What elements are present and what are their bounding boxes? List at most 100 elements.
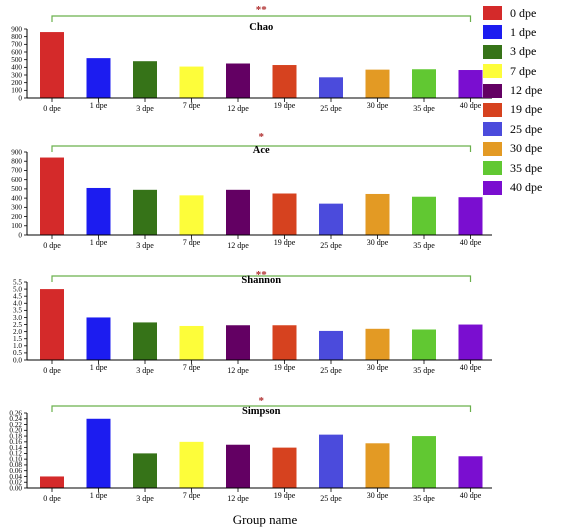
x-tick-label: 40 dpe bbox=[460, 101, 482, 110]
x-tick-label: 35 dpe bbox=[413, 104, 435, 113]
x-tick-label: 1 dpe bbox=[90, 491, 108, 500]
panel-shannon: **Shannon0.00.51.01.52.02.53.03.54.04.55… bbox=[13, 269, 492, 375]
x-tick-label: 40 dpe bbox=[460, 238, 482, 247]
x-tick-label: 40 dpe bbox=[460, 363, 482, 372]
y-tick-label: 500 bbox=[11, 56, 22, 64]
legend: 0 dpe 1 dpe 3 dpe 7 dpe 12 dpe 19 dpe 25… bbox=[483, 4, 542, 198]
x-tick-label: 30 dpe bbox=[367, 491, 389, 500]
legend-label: 12 dpe bbox=[510, 83, 543, 98]
significance-marker: * bbox=[259, 131, 265, 143]
bar-7-dpe bbox=[179, 441, 204, 488]
significance-bracket bbox=[51, 275, 472, 282]
x-tick-label: 3 dpe bbox=[136, 241, 154, 250]
bar-0-dpe bbox=[40, 157, 64, 235]
x-tick-label: 35 dpe bbox=[413, 241, 435, 250]
y-tick-label: 200 bbox=[11, 213, 22, 221]
significance-bracket bbox=[51, 15, 472, 22]
y-tick-label: 5.5 bbox=[13, 278, 22, 286]
bar-19-dpe bbox=[272, 65, 297, 98]
panel-simpson: *Simpson 0.000.020.040.060.080.100.120.14… bbox=[9, 395, 492, 503]
legend-item-30dpe: 30 dpe bbox=[483, 140, 542, 158]
x-tick-label: 12 dpe bbox=[227, 241, 249, 250]
y-tick-label: 900 bbox=[11, 25, 22, 33]
bar-40-dpe bbox=[458, 324, 483, 360]
significance-bracket bbox=[51, 405, 472, 412]
y-tick-label: 0.24 bbox=[9, 415, 22, 423]
bar-25-dpe bbox=[319, 434, 343, 488]
bar-1-dpe bbox=[86, 418, 111, 488]
y-tick-label: 500 bbox=[11, 185, 22, 193]
significance-bracket bbox=[51, 145, 472, 152]
x-tick-label: 30 dpe bbox=[367, 363, 389, 372]
y-tick-label: 0.26 bbox=[9, 409, 22, 417]
bar-35-dpe bbox=[412, 69, 436, 98]
y-tick-label: 2.0 bbox=[13, 328, 22, 336]
legend-item-7dpe: 7 dpe bbox=[483, 62, 542, 80]
y-tick-label: 700 bbox=[11, 41, 22, 49]
x-tick-label: 19 dpe bbox=[274, 491, 296, 500]
y-tick-label: 600 bbox=[11, 48, 22, 56]
bar-7-dpe bbox=[179, 325, 204, 360]
x-tick-label: 25 dpe bbox=[320, 494, 342, 503]
y-tick-label: 600 bbox=[11, 176, 22, 184]
legend-swatch bbox=[483, 64, 502, 79]
legend-item-40dpe: 40 dpe bbox=[483, 179, 542, 197]
y-tick-label: 3.5 bbox=[13, 307, 22, 315]
bar-35-dpe bbox=[412, 436, 436, 488]
bar-25-dpe bbox=[319, 330, 343, 360]
y-tick-label: 3.0 bbox=[13, 314, 22, 322]
legend-swatch bbox=[483, 141, 502, 156]
legend-swatch bbox=[483, 102, 502, 117]
x-tick-label: 0 dpe bbox=[43, 241, 61, 250]
bar-1-dpe bbox=[86, 187, 111, 235]
legend-item-3dpe: 3 dpe bbox=[483, 43, 542, 61]
y-tick-label: 0.06 bbox=[9, 467, 22, 475]
legend-swatch bbox=[483, 25, 502, 40]
x-tick-label: 0 dpe bbox=[43, 366, 61, 375]
bar-0-dpe bbox=[40, 289, 64, 360]
bar-7-dpe bbox=[179, 195, 204, 235]
bar-35-dpe bbox=[412, 329, 436, 360]
x-tick-label: 19 dpe bbox=[274, 101, 296, 110]
y-tick-label: 0.22 bbox=[9, 421, 22, 429]
bar-0-dpe bbox=[40, 476, 64, 488]
x-tick-label: 30 dpe bbox=[367, 101, 389, 110]
y-tick-label: 700 bbox=[11, 167, 22, 175]
legend-item-12dpe: 12 dpe bbox=[483, 82, 542, 100]
legend-label: 1 dpe bbox=[510, 24, 537, 39]
y-tick-label: 1.5 bbox=[13, 335, 22, 343]
x-tick-label: 25 dpe bbox=[320, 241, 342, 250]
legend-item-0dpe: 0 dpe bbox=[483, 4, 542, 22]
x-tick-label: 3 dpe bbox=[136, 366, 154, 375]
y-tick-label: 5.0 bbox=[13, 285, 22, 293]
significance-marker: ** bbox=[256, 269, 268, 281]
x-tick-label: 0 dpe bbox=[43, 494, 61, 503]
bar-30-dpe bbox=[365, 69, 390, 98]
y-tick-label: 0.02 bbox=[9, 479, 22, 487]
x-tick-label: 35 dpe bbox=[413, 366, 435, 375]
bar-19-dpe bbox=[272, 447, 297, 488]
bar-3-dpe bbox=[133, 322, 157, 360]
y-tick-label: 0.00 bbox=[9, 484, 22, 492]
legend-label: 30 dpe bbox=[510, 141, 543, 156]
legend-swatch bbox=[483, 122, 502, 137]
panel-title: Simpson bbox=[242, 406, 281, 417]
bar-12-dpe bbox=[226, 63, 250, 98]
legend-label: 40 dpe bbox=[510, 180, 543, 195]
bar-1-dpe bbox=[86, 317, 111, 360]
legend-label: 3 dpe bbox=[510, 44, 537, 59]
x-axis-title: Group name bbox=[232, 512, 298, 527]
bar-35-dpe bbox=[412, 196, 436, 235]
x-tick-label: 19 dpe bbox=[274, 238, 296, 247]
y-tick-label: 400 bbox=[11, 194, 22, 202]
bar-40-dpe bbox=[458, 456, 483, 488]
y-tick-label: 4.5 bbox=[13, 292, 22, 300]
legend-swatch bbox=[483, 180, 502, 195]
y-tick-label: 200 bbox=[11, 79, 22, 87]
y-tick-label: 0.16 bbox=[9, 438, 22, 446]
x-tick-label: 7 dpe bbox=[183, 101, 201, 110]
y-tick-label: 800 bbox=[11, 158, 22, 166]
bar-25-dpe bbox=[319, 77, 343, 98]
